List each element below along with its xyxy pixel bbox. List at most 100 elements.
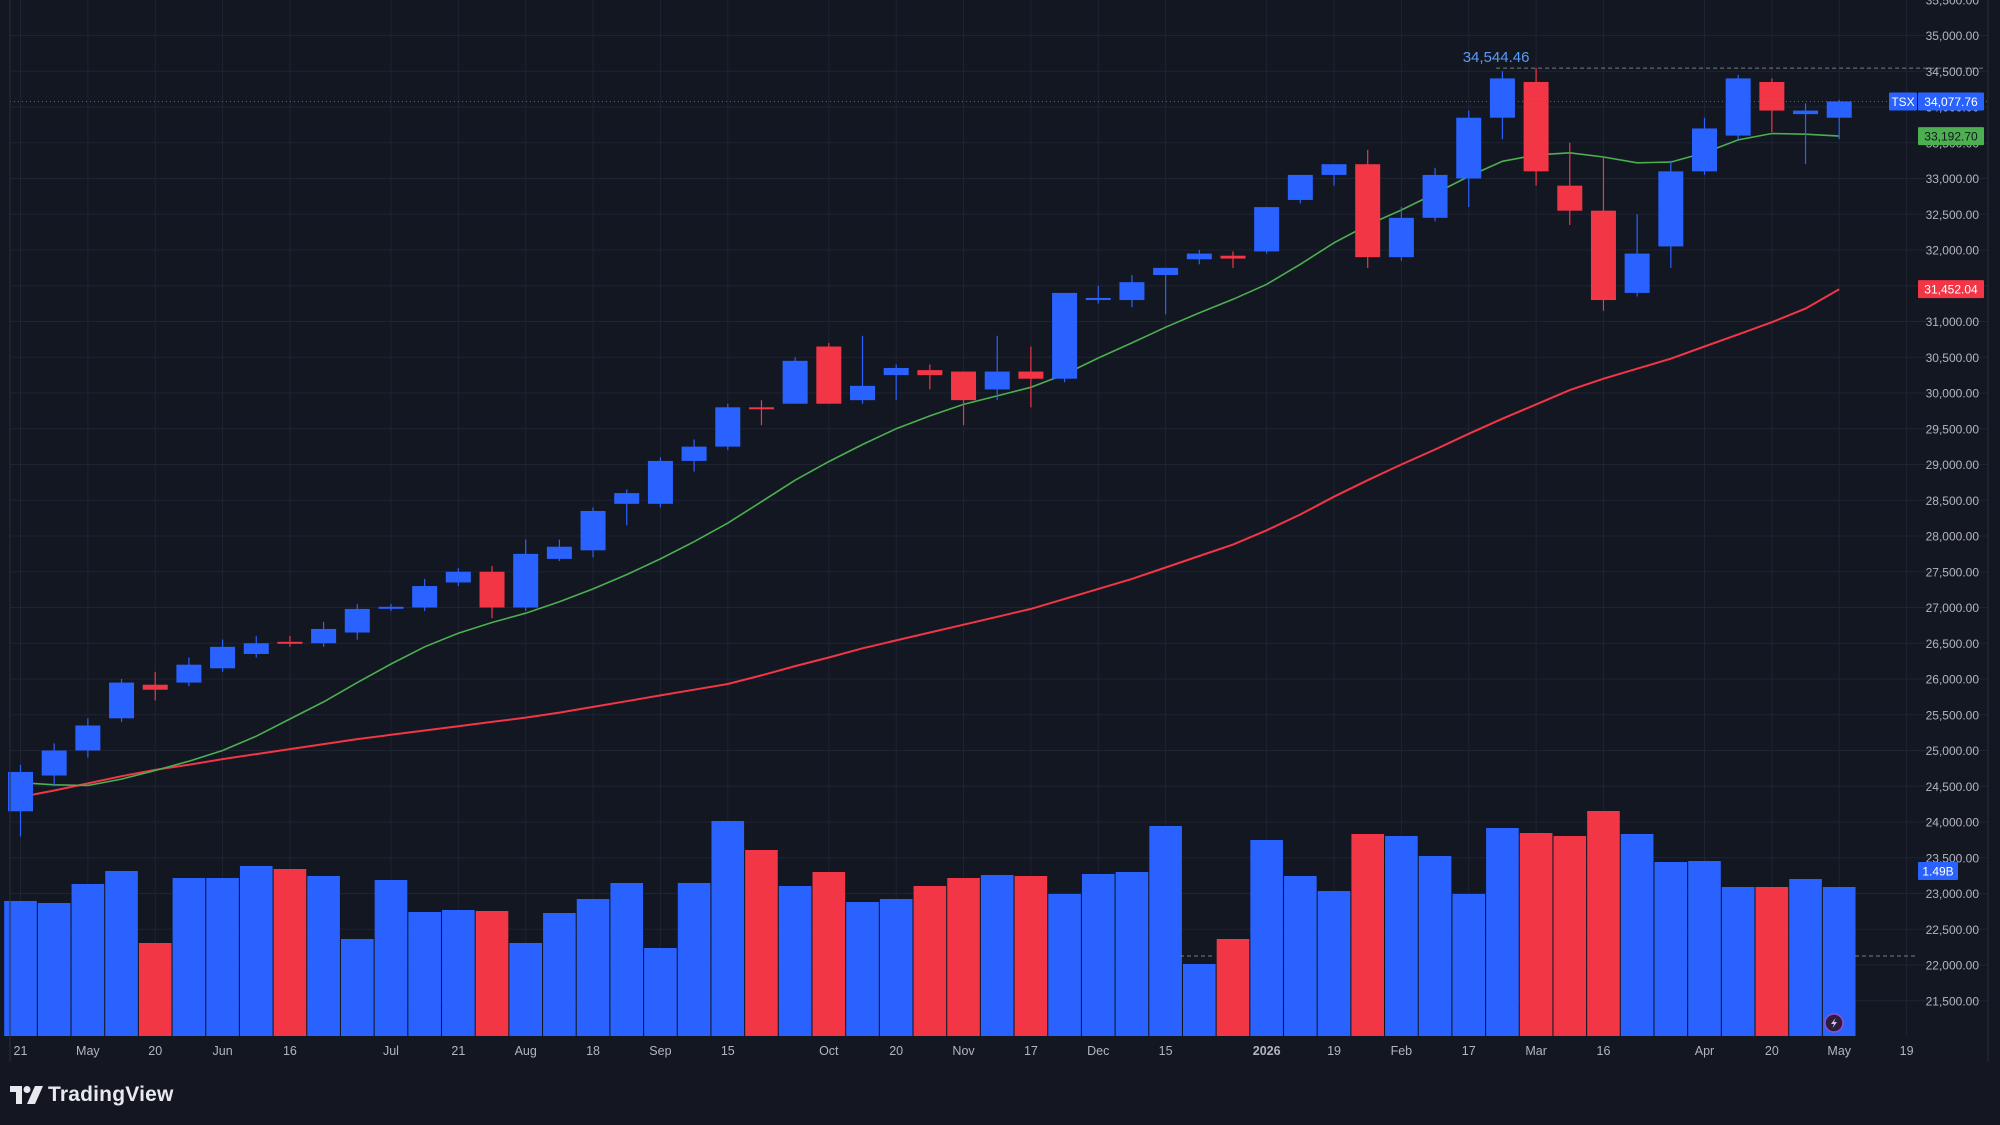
volume-bar: [947, 878, 980, 1036]
candle-body: [580, 510, 606, 551]
candle-body: [311, 628, 337, 644]
candle-body: [614, 493, 640, 504]
candle-body: [1793, 110, 1819, 115]
volume-bar: [341, 939, 374, 1036]
candle-body: [984, 371, 1010, 390]
volume-label-bg: [1918, 862, 1958, 880]
time-tick-label: Apr: [1695, 1044, 1714, 1058]
candle-body: [1658, 171, 1684, 247]
price-tick-label: 22,500.00: [1926, 923, 1980, 937]
last-price-label-bg: [1918, 92, 1984, 111]
candle-body: [951, 371, 977, 401]
price-tick-label: 27,000.00: [1926, 601, 1980, 615]
time-tick-label: May: [1827, 1044, 1851, 1058]
volume-bar: [1486, 828, 1519, 1036]
candle-body: [1355, 164, 1381, 258]
time-tick-label: 17: [1462, 1044, 1476, 1058]
price-markers: 34,544.46: [10, 49, 1988, 102]
candle-body: [1557, 185, 1583, 211]
volume-bar: [1688, 861, 1721, 1036]
candle-body: [142, 684, 168, 690]
price-tick-label: 22,000.00: [1926, 959, 1980, 973]
volume-bar: [576, 899, 610, 1036]
candle-body: [883, 367, 909, 376]
volume-bar: [239, 866, 273, 1036]
candle-body: [681, 446, 707, 461]
candle-body: [41, 750, 67, 776]
price-tick-label: 32,000.00: [1926, 244, 1980, 258]
candle-body: [1489, 78, 1515, 118]
tradingview-logo[interactable]: TradingView: [10, 1082, 174, 1108]
volume-bar: [1048, 894, 1081, 1036]
candle-body: [176, 664, 202, 683]
time-tick-label: Dec: [1087, 1044, 1109, 1058]
candle-body: [1456, 117, 1482, 179]
volume-bar: [711, 821, 745, 1036]
volume-bar: [206, 878, 239, 1036]
candle-body: [1826, 101, 1852, 118]
time-tick-label: 19: [1900, 1044, 1914, 1058]
candle-body: [479, 571, 505, 608]
volume-bar: [1789, 879, 1822, 1036]
tradingview-logo-icon: [10, 1086, 43, 1104]
price-tick-label: 23,500.00: [1926, 851, 1980, 865]
volume-bar: [509, 943, 542, 1036]
candle-body: [850, 385, 875, 401]
volume-bar: [1284, 876, 1317, 1036]
volume-bar: [677, 883, 711, 1036]
volume-bar: [644, 948, 677, 1036]
footer-bar: [0, 1062, 2000, 1125]
volume-bar: [138, 943, 172, 1036]
candle-body: [546, 546, 572, 559]
volume-bar: [1014, 876, 1048, 1036]
volume-bar: [879, 899, 913, 1036]
tsx-weekly-chart[interactable]: 34,544.46 21,500.00 22,000.00 22,500.00 23,…: [0, 0, 2000, 1062]
volume-bar: [1755, 887, 1789, 1036]
candles: [8, 68, 1852, 837]
time-tick-label: Feb: [1391, 1044, 1413, 1058]
time-axis[interactable]: 21 May 20 Jun 16 Jul 21 Aug 18 Sep 15 Oct 20 Nov 17 Dec…: [14, 1044, 1914, 1058]
price-tick-label: 23,000.00: [1926, 887, 1980, 901]
volume-bar: [374, 880, 408, 1036]
volume-bar: [71, 884, 105, 1036]
price-tick-label: 31,000.00: [1926, 315, 1980, 329]
volume-label: 1.49B: [1922, 865, 1953, 879]
volume-bar: [4, 901, 37, 1036]
ma-short-label-bg: [1918, 127, 1984, 146]
ma-long-line: [20, 288, 1840, 798]
volume-bar: [1149, 826, 1182, 1036]
volume-bar: [1822, 887, 1856, 1036]
volume-bar: [1183, 964, 1216, 1036]
volume-bar: [172, 878, 206, 1036]
time-tick-label: Nov: [952, 1044, 975, 1058]
candle-body: [1422, 174, 1448, 218]
price-tick-label: 30,500.00: [1926, 351, 1980, 365]
symbol-label: TSX: [1891, 95, 1914, 109]
price-tick-label: 21,500.00: [1926, 994, 1980, 1008]
time-tick-label: 20: [889, 1044, 903, 1058]
time-tick-label: 17: [1024, 1044, 1038, 1058]
time-tick-label: Sep: [649, 1044, 671, 1058]
candle-body: [1254, 207, 1280, 252]
candle-body: [917, 370, 943, 376]
candle-body: [210, 646, 236, 669]
price-tick-label: 26,000.00: [1926, 673, 1980, 687]
price-axis[interactable]: 21,500.00 22,000.00 22,500.00 23,000.00 23,5…: [1926, 0, 1980, 1008]
price-tick-label: 24,500.00: [1926, 780, 1980, 794]
volume-bar: [543, 913, 576, 1036]
volume-bar: [442, 910, 475, 1036]
time-tick-label: 21: [14, 1044, 28, 1058]
replay-button[interactable]: [1824, 1013, 1844, 1033]
volume-pane: [4, 811, 1915, 1036]
axis-value-labels: 34,077.76 TSX 33,192.70 31,452.04 1.49B: [1889, 92, 1984, 880]
price-tick-label: 34,500.00: [1926, 65, 1980, 79]
ma-long-label-bg: [1918, 280, 1984, 299]
volume-bar: [913, 886, 947, 1036]
price-tick-label: 25,500.00: [1926, 708, 1980, 722]
volume-bar: [1553, 836, 1587, 1036]
candle-body: [445, 571, 471, 583]
candle-body: [1052, 292, 1078, 379]
candle-body: [1624, 253, 1650, 293]
price-tick-label: 32,500.00: [1926, 208, 1980, 222]
candle-body: [412, 586, 438, 608]
